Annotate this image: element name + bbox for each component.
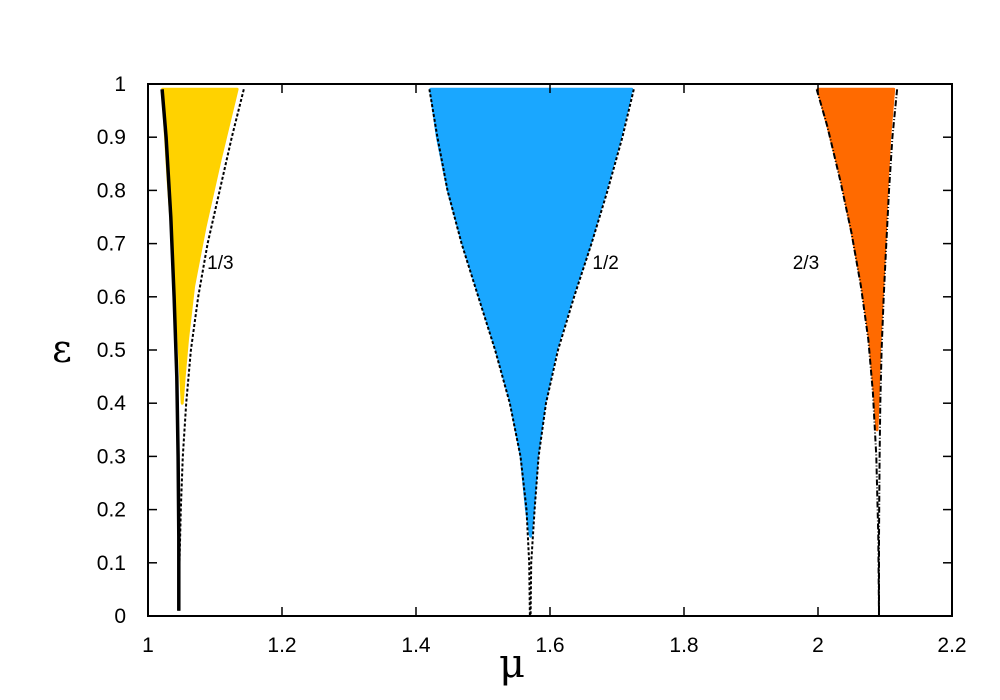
boundary-1-2-right <box>529 89 635 617</box>
x-tick-label: 1.6 <box>535 634 564 657</box>
x-tick-label: 1.2 <box>267 634 296 657</box>
x-tick-label: 2 <box>812 634 824 657</box>
x-tick-label: 1.4 <box>401 634 431 657</box>
boundary-2-3-right <box>878 89 899 616</box>
boundary-1-3-right <box>177 89 245 611</box>
region-2-3 <box>816 87 896 432</box>
y-tick-label: 0.6 <box>97 286 126 309</box>
region-1-2 <box>429 87 634 538</box>
x-tick-label: 1 <box>142 634 154 657</box>
boundary-1-2-left <box>428 89 531 617</box>
y-tick-label: 0.4 <box>97 392 127 415</box>
x-tick-label: 2.2 <box>937 634 966 657</box>
y-tick-label: 0.3 <box>97 445 126 468</box>
y-tick-label: 1 <box>114 73 126 96</box>
tick-labels-layer: 1 1.2 1.4 1.6 1.8 2 2.2 0 0.1 0.2 0.3 0.4 0.5 0.6 0.7 0… <box>97 73 967 657</box>
boundary-1-3-left <box>160 89 181 611</box>
y-tick-label: 0.2 <box>97 499 126 522</box>
boundaries-layer <box>160 89 899 617</box>
x-tick-label: 1.8 <box>669 634 698 657</box>
ticks-layer <box>147 83 953 617</box>
regions-layer <box>161 87 896 538</box>
y-tick-label: 0.7 <box>97 233 126 256</box>
region-label-1-2: 1/2 <box>592 253 618 274</box>
y-tick-label: 0.1 <box>97 552 126 575</box>
region-1-3 <box>161 87 239 405</box>
boundary-2-3-left <box>815 89 880 617</box>
y-axis-label: ε <box>52 327 72 371</box>
region-label-1-3: 1/3 <box>207 253 233 274</box>
region-label-2-3: 2/3 <box>793 253 819 274</box>
y-tick-label: 0 <box>114 605 126 628</box>
y-tick-label: 0.8 <box>97 179 126 202</box>
y-tick-label: 0.9 <box>97 126 126 149</box>
x-axis-label: μ <box>499 641 525 687</box>
region-labels-layer: 1/3 1/2 2/3 <box>207 253 819 274</box>
y-tick-label: 0.5 <box>97 339 126 362</box>
